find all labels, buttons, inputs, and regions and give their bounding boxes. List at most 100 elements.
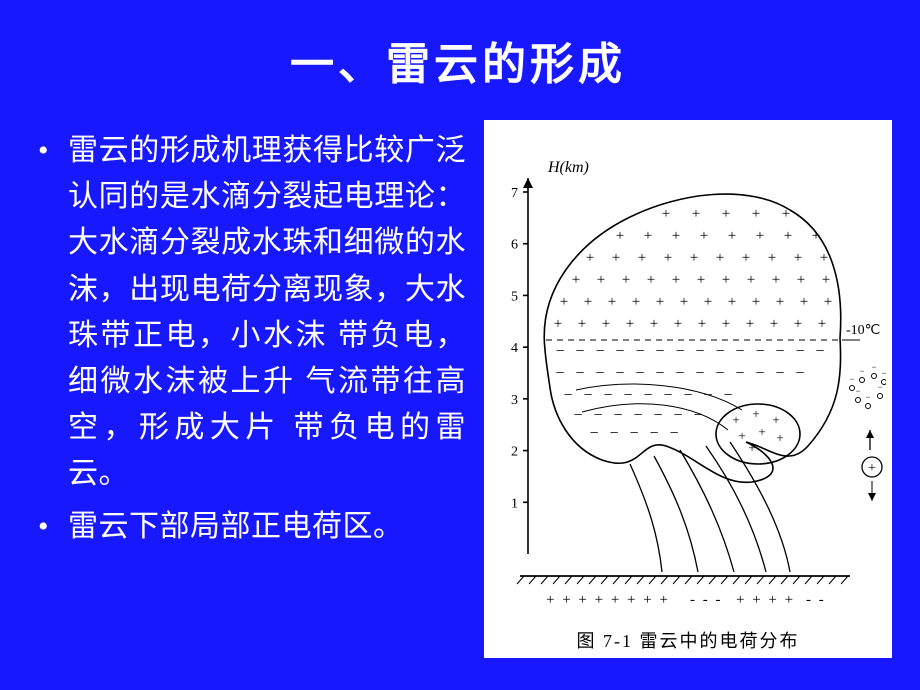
svg-text:−: − (695, 343, 704, 360)
svg-text:−: − (655, 365, 664, 382)
svg-text:+: + (752, 406, 759, 421)
slide: 一、雷云的形成 雷云的形成机理获得比较广泛认同的是水滴分裂起电理论：大水滴分裂成… (0, 0, 920, 690)
thundercloud-diagram: H(km)1234567-10℃++++++++++++++++++++++++… (490, 134, 886, 614)
svg-text:+: + (728, 228, 736, 244)
figure-box: H(km)1234567-10℃++++++++++++++++++++++++… (484, 120, 892, 658)
svg-text:+: + (794, 316, 802, 332)
svg-text:−: − (615, 343, 624, 360)
svg-text:2: 2 (511, 445, 518, 460)
svg-text:−: − (795, 365, 804, 382)
svg-text:−: − (669, 425, 678, 442)
svg-text:+: + (776, 430, 783, 445)
svg-text:4: 4 (511, 341, 518, 356)
svg-text:+: + (647, 272, 655, 288)
svg-text:+: + (616, 228, 624, 244)
svg-text:+: + (662, 206, 670, 222)
svg-text:−: − (633, 407, 642, 424)
svg-text:+: + (584, 294, 592, 310)
svg-text:−: − (675, 343, 684, 360)
svg-text:−: − (635, 365, 644, 382)
svg-text:−: − (849, 374, 854, 384)
svg-text:−: − (735, 365, 744, 382)
svg-text:−: − (655, 343, 664, 360)
svg-text:7: 7 (511, 186, 518, 201)
svg-text:5: 5 (511, 289, 518, 304)
svg-text:+: + (747, 272, 755, 288)
svg-text:−: − (623, 387, 632, 404)
svg-text:−: − (583, 387, 592, 404)
svg-text:−: − (595, 343, 604, 360)
figure-caption: 图 7-1 雷云中的电荷分布 (490, 627, 886, 653)
svg-text:+: + (768, 250, 776, 266)
svg-text:+: + (800, 294, 808, 310)
svg-text:−: − (595, 365, 604, 382)
svg-text:−: − (615, 365, 624, 382)
svg-text:+: + (626, 316, 634, 332)
svg-text:+: + (868, 461, 876, 476)
svg-text:−: − (673, 407, 682, 424)
figure-column: H(km)1234567-10℃++++++++++++++++++++++++… (484, 120, 892, 658)
svg-text:−: − (589, 425, 598, 442)
svg-text:−: − (855, 386, 860, 396)
svg-text:+: + (692, 206, 700, 222)
svg-text:−: − (653, 407, 662, 424)
svg-text:−: − (635, 343, 644, 360)
svg-text:−: − (815, 343, 824, 360)
svg-text:−: − (775, 365, 784, 382)
svg-text:+: + (622, 272, 630, 288)
svg-text:+: + (732, 412, 739, 427)
svg-text:−: − (563, 387, 572, 404)
svg-text:+: + (700, 228, 708, 244)
slide-title: 一、雷云的形成 (24, 28, 892, 92)
svg-text:+: + (644, 228, 652, 244)
svg-text:+: + (756, 228, 764, 244)
svg-text:+: + (822, 272, 830, 288)
svg-text:+: + (697, 272, 705, 288)
bullet-list: 雷云的形成机理获得比较广泛认同的是水滴分裂起电理论：大水滴分裂成水珠和细微的水沫… (26, 128, 466, 550)
svg-text:+: + (752, 294, 760, 310)
svg-text:+: + (742, 250, 750, 266)
svg-text:+: + (776, 294, 784, 310)
svg-text:+: + (728, 294, 736, 310)
svg-text:+: + (672, 272, 680, 288)
svg-text:−: − (881, 368, 886, 378)
text-column: 雷云的形成机理获得比较广泛认同的是水滴分裂起电理论：大水滴分裂成水珠和细微的水沫… (24, 128, 466, 556)
svg-text:+: + (572, 272, 580, 288)
svg-text:+: + (586, 250, 594, 266)
svg-text:+: + (672, 228, 680, 244)
svg-text:−: − (629, 425, 638, 442)
svg-text:+: + (797, 272, 805, 288)
svg-text:- - -: - - - (690, 592, 723, 608)
svg-text:+: + (722, 206, 730, 222)
svg-text:−: − (865, 392, 870, 402)
svg-text:1: 1 (511, 496, 518, 511)
svg-text:−: − (643, 387, 652, 404)
svg-text:−: − (877, 382, 882, 392)
svg-text:+: + (748, 440, 755, 455)
svg-text:−: − (603, 387, 612, 404)
content-row: 雷云的形成机理获得比较广泛认同的是水滴分裂起电理论：大水滴分裂成水珠和细微的水沫… (24, 128, 892, 658)
svg-text:+: + (554, 316, 562, 332)
svg-text:+: + (812, 228, 820, 244)
svg-text:3: 3 (511, 393, 518, 408)
svg-text:+ + + + + + + +: + + + + + + + + (546, 592, 670, 608)
svg-text:+ + + +: + + + + (736, 592, 795, 608)
svg-text:−: − (649, 425, 658, 442)
svg-text:−: − (715, 343, 724, 360)
svg-text:+: + (578, 316, 586, 332)
svg-text:−: − (735, 343, 744, 360)
svg-text:+: + (674, 316, 682, 332)
svg-text:+: + (770, 316, 778, 332)
svg-text:+: + (612, 250, 620, 266)
svg-text:−: − (593, 407, 602, 424)
bullet-item: 雷云下部局部正电荷区。 (26, 504, 466, 550)
svg-text:−: − (693, 407, 702, 424)
svg-text:6: 6 (511, 238, 518, 253)
svg-text:+: + (632, 294, 640, 310)
svg-text:−: − (775, 343, 784, 360)
svg-text:+: + (772, 412, 779, 427)
svg-text:+: + (664, 250, 672, 266)
svg-text:+: + (680, 294, 688, 310)
svg-text:-10℃: -10℃ (846, 323, 880, 338)
svg-text:+: + (656, 294, 664, 310)
